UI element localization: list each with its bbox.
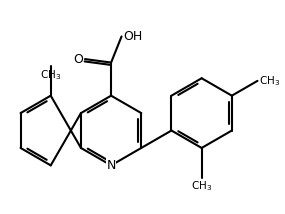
Text: CH$_3$: CH$_3$ — [40, 68, 61, 82]
Text: N: N — [106, 159, 116, 172]
Text: CH$_3$: CH$_3$ — [259, 74, 280, 88]
Text: O: O — [74, 53, 84, 65]
Text: OH: OH — [123, 30, 142, 43]
Text: CH$_3$: CH$_3$ — [191, 179, 212, 193]
